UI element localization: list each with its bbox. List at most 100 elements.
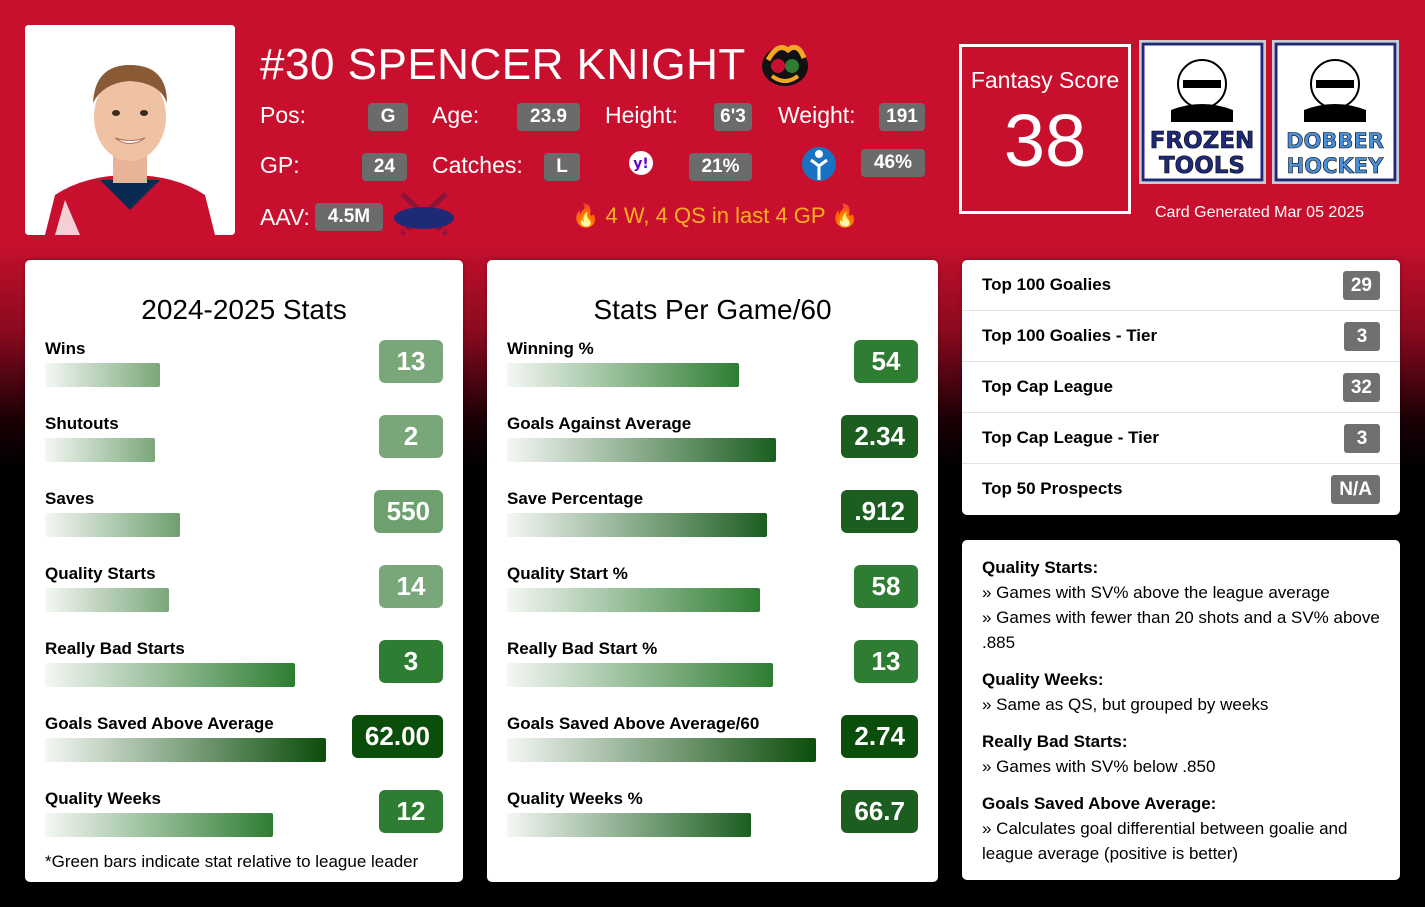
per-game-stat-row: Winning % 54 [507, 339, 918, 414]
glossary-heading: Goals Saved Above Average: [982, 794, 1217, 813]
glossary-line: » Same as QS, but grouped by weeks [982, 695, 1269, 714]
per-game-stat-row: Goals Saved Above Average/60 2.74 [507, 714, 918, 789]
season-stat-row: Shutouts 2 [45, 414, 443, 489]
ranking-row: Top 50 Prospects N/A [962, 464, 1400, 515]
season-stat-bar [45, 738, 326, 762]
puckpedia-logo-icon [390, 190, 458, 246]
season-stat-bar [45, 663, 295, 687]
height-value: 6'3 [714, 103, 752, 131]
weight-value: 191 [879, 103, 925, 131]
ranking-row: Top 100 Goalies 29 [962, 260, 1400, 311]
ranking-value: 3 [1344, 424, 1380, 453]
per-game-stat-value: 2.34 [841, 415, 918, 458]
weight-label: Weight: [778, 102, 856, 128]
ranking-label: Top Cap League [982, 377, 1113, 396]
aav-value: 4.5M [315, 203, 383, 231]
fantasy-score-label: Fantasy Score [970, 67, 1120, 93]
yahoo-icon: y! [628, 150, 654, 176]
per-game-stat-label: Save Percentage [507, 489, 644, 508]
dobber-hockey-logo: DOBBER HOCKEY [1272, 40, 1399, 184]
per-game-stat-bar [507, 738, 816, 762]
dobber-line1: DOBBER [1286, 129, 1384, 153]
per-game-stats-card: Stats Per Game/60 Winning % 54 Goals Again… [487, 260, 938, 882]
per-game-stat-value: 13 [854, 640, 918, 683]
glossary-heading: Really Bad Starts: [982, 732, 1128, 751]
season-stat-label: Saves [45, 489, 95, 508]
glossary-entry: Quality Starts: » Games with SV% above th… [982, 555, 1380, 655]
per-game-stat-bar [507, 588, 760, 612]
per-game-stat-row: Save Percentage .912 [507, 489, 918, 564]
catches-value: L [544, 153, 580, 181]
ranking-label: Top 100 Goalies - Tier [982, 326, 1158, 345]
season-stat-label: Shutouts [45, 414, 119, 433]
season-stat-label: Quality Starts [45, 564, 156, 583]
pos-value: G [368, 103, 408, 131]
per-game-stat-label: Goals Against Average [507, 414, 692, 433]
ranking-value: 3 [1344, 322, 1380, 351]
season-stat-row: Quality Weeks 12 [45, 789, 443, 864]
other-rostered-pct: 46% [861, 149, 925, 177]
season-stat-row: Wins 13 [45, 339, 443, 414]
height-label: Height: [605, 102, 678, 128]
glossary-heading: Quality Weeks: [982, 670, 1104, 689]
catches-label: Catches: [432, 152, 523, 178]
per-game-stat-label: Goals Saved Above Average/60 [507, 714, 760, 733]
season-stat-label: Goals Saved Above Average [45, 714, 274, 733]
season-stat-bar [45, 363, 160, 387]
season-stat-label: Wins [45, 339, 86, 358]
glossary-card: Quality Starts: » Games with SV% above th… [962, 540, 1400, 880]
card-generated-date: Card Generated Mar 05 2025 [1155, 204, 1365, 221]
per-game-stat-row: Really Bad Start % 13 [507, 639, 918, 714]
team-logo-icon [758, 40, 812, 88]
season-stat-label: Quality Weeks [45, 789, 161, 808]
rankings-card: Top 100 Goalies 29 Top 100 Goalies - Tier 3… [962, 260, 1400, 515]
season-stat-bar [45, 588, 169, 612]
glossary-entry: Goals Saved Above Average: » Calculates g… [982, 791, 1380, 866]
ranking-value: 32 [1342, 373, 1380, 402]
season-stat-label: Really Bad Starts [45, 639, 185, 658]
per-game-stats-title: Stats Per Game/60 [593, 294, 832, 325]
season-stat-row: Quality Starts 14 [45, 564, 443, 639]
fantasy-score-value: 38 [1003, 99, 1087, 182]
glossary-line: » Calculates goal differential between g… [982, 819, 1348, 863]
season-stat-value: 14 [379, 565, 443, 608]
player-photo [25, 25, 235, 235]
aav-label: AAV: [260, 204, 310, 230]
age-value: 23.9 [517, 103, 580, 131]
season-stat-bar [45, 513, 180, 537]
season-stats-card: 2024-2025 Stats *Green bars indicate sta… [25, 260, 463, 882]
season-stat-value: 2 [379, 415, 443, 458]
pos-label: Pos: [260, 102, 307, 128]
per-game-stat-value: 66.7 [841, 790, 918, 833]
ranking-value: N/A [1331, 475, 1380, 504]
per-game-stat-bar [507, 513, 767, 537]
glossary-entry: Really Bad Starts: » Games with SV% below… [982, 729, 1380, 779]
yahoo-rostered-pct: 21% [689, 153, 752, 181]
season-stat-value: 3 [379, 640, 443, 683]
frozen-tools-logo: FROZEN TOOLS [1139, 40, 1266, 184]
glossary-line: » Games with SV% above the league averag… [982, 583, 1330, 602]
dobber-line2: HOCKEY [1287, 154, 1384, 178]
streak-text: 🔥 4 W, 4 QS in last 4 GP 🔥 [572, 203, 859, 228]
per-game-stat-row: Quality Start % 58 [507, 564, 918, 639]
svg-text:y!: y! [633, 156, 649, 172]
per-game-stat-row: Quality Weeks % 66.7 [507, 789, 918, 864]
fantasy-site-icon [800, 146, 838, 182]
per-game-stat-label: Quality Start % [507, 564, 628, 583]
age-label: Age: [432, 102, 480, 128]
per-game-stat-bar [507, 663, 773, 687]
per-game-stat-value: 2.74 [841, 715, 918, 758]
ranking-label: Top 50 Prospects [982, 479, 1123, 498]
ranking-row: Top Cap League 32 [962, 362, 1400, 413]
per-game-stat-bar [507, 438, 776, 462]
per-game-stat-value: 58 [854, 565, 918, 608]
per-game-stat-bar [507, 813, 751, 837]
per-game-stat-value: .912 [841, 490, 918, 533]
season-stat-row: Goals Saved Above Average 62.00 [45, 714, 443, 789]
per-game-stat-value: 54 [854, 340, 918, 383]
gp-value: 24 [362, 153, 407, 181]
season-stat-row: Really Bad Starts 3 [45, 639, 443, 714]
per-game-stat-row: Goals Against Average 2.34 [507, 414, 918, 489]
season-stat-bar [45, 438, 155, 462]
season-stat-value: 550 [373, 490, 443, 533]
